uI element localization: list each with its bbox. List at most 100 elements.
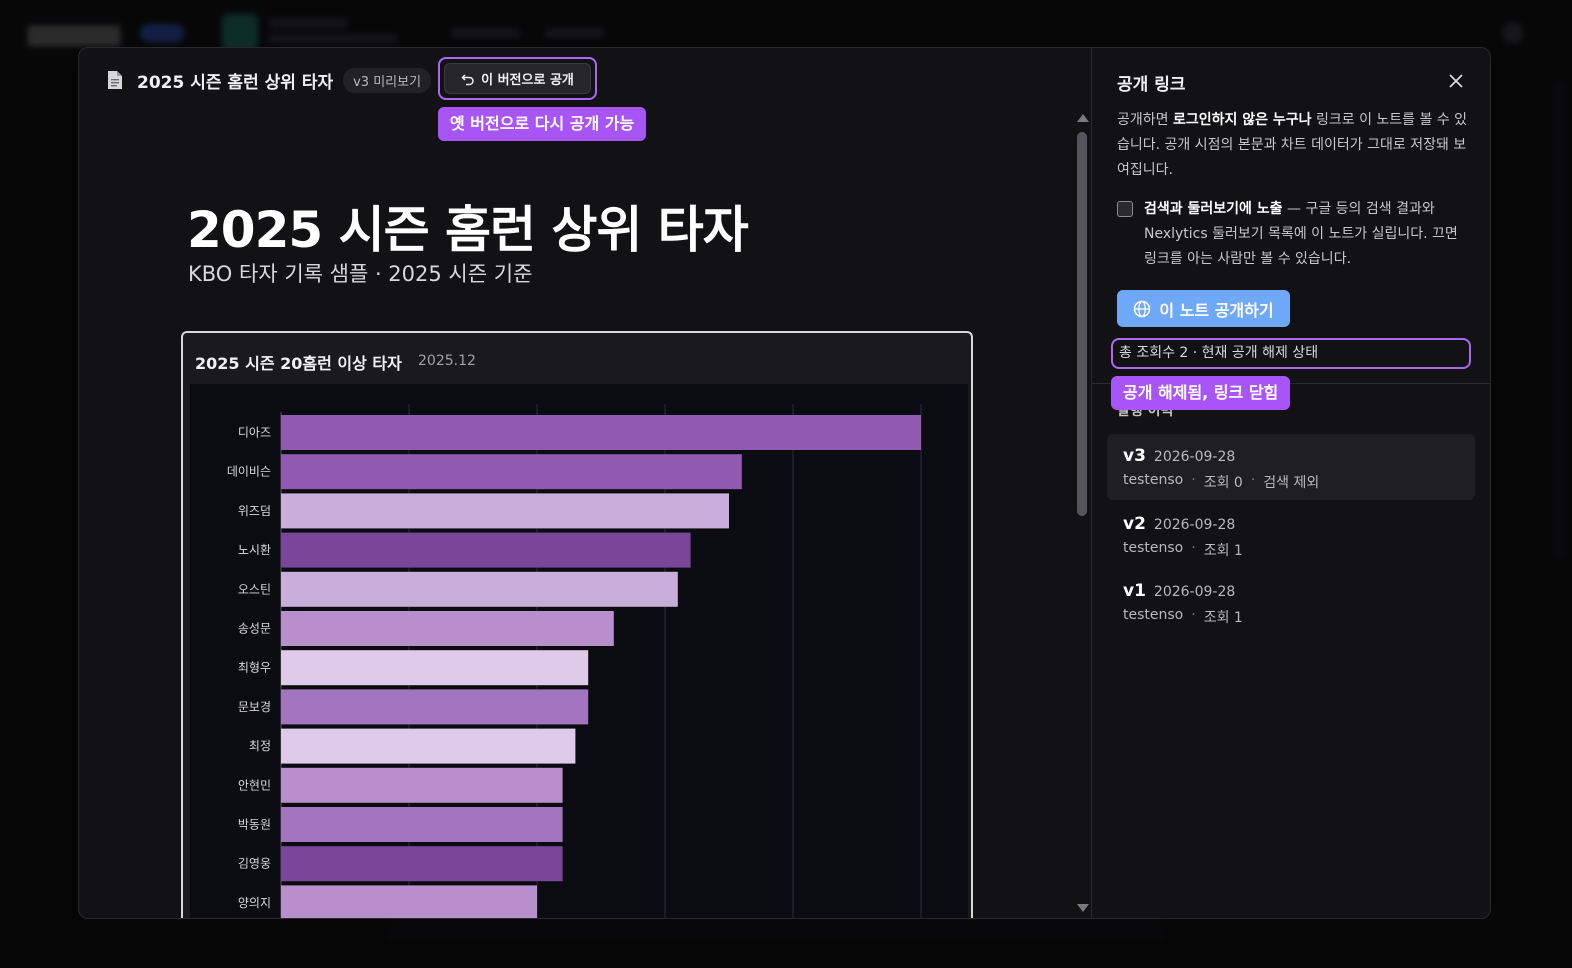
- bar-9[interactable]: [281, 728, 576, 764]
- bar-12[interactable]: [281, 846, 563, 882]
- document-icon: [108, 71, 122, 89]
- category-label: 오스틴: [238, 582, 271, 596]
- publish-note-label: 이 노트 공개하기: [1159, 300, 1274, 320]
- chart-title: 2025 시즌 20홈런 이상 타자: [195, 354, 402, 373]
- republish-version-label: 이 버전으로 공개: [481, 73, 574, 88]
- category-label: 디아즈: [238, 426, 271, 440]
- panel-description: 공개하면 로그인하지 않은 누구나 링크로 이 노트를 볼 수 있습니다. 공개…: [1117, 108, 1469, 183]
- version-preview-chip: v3 미리보기: [343, 67, 432, 93]
- version-item-v2[interactable]: v2 2026-09-28 testenso · 조회 1: [1107, 502, 1475, 568]
- category-label: 데이비슨: [227, 465, 271, 479]
- version-date: 2026-09-28: [1153, 449, 1236, 465]
- background-text-line: [268, 34, 398, 44]
- search-exposure-checkbox[interactable]: [1117, 201, 1133, 217]
- version-item-v1[interactable]: v1 2026-09-28 testenso · 조회 1: [1107, 569, 1475, 635]
- version-views: 조회 0: [1203, 475, 1243, 491]
- background-logo: ▇▇▇▇▇▇: [28, 22, 121, 46]
- category-label: 최형우: [238, 661, 271, 675]
- bar-1[interactable]: [281, 415, 921, 450]
- bar-10[interactable]: [281, 767, 563, 803]
- category-label: 문보경: [238, 700, 271, 714]
- bar-6[interactable]: [281, 611, 614, 646]
- category-label: 안현민: [238, 778, 271, 792]
- version-name: v2: [1123, 514, 1146, 534]
- panel-divider: [1092, 383, 1490, 384]
- search-exposure-description: — 구글 등의 검색 결과와 Nexlytics 둘러보기 목록에 이 노트가 …: [1144, 201, 1458, 267]
- version-meta: testenso · 조회 1: [1123, 607, 1475, 627]
- background-badge: [140, 24, 184, 42]
- bar-11[interactable]: [281, 807, 563, 842]
- version-item-v3[interactable]: v3 2026-09-28 testenso · 조회 0 · 검색 제외: [1107, 434, 1475, 500]
- globe-icon: [1134, 300, 1151, 317]
- description-suffix: 링크로 이 노트를 볼 수 있습니다. 공개 시점의 본문과 차트 데이터가 그…: [1117, 112, 1468, 178]
- version-views: 조회 1: [1203, 610, 1243, 626]
- bar-4[interactable]: [281, 532, 691, 568]
- document-header: 2025 시즌 홈런 상위 타자 v3 미리보기: [107, 67, 441, 93]
- bar-8[interactable]: [281, 689, 589, 725]
- document-preview-pane: 2025 시즌 홈런 상위 타자 v3 미리보기 이 버전으로 공개 옛 버전으…: [79, 48, 1091, 919]
- version-date: 2026-09-28: [1153, 517, 1236, 533]
- bar-7[interactable]: [281, 650, 589, 686]
- background-workspace-tile: [222, 14, 258, 50]
- separator-dot: ·: [1191, 540, 1196, 556]
- background-scrollbar: [1552, 80, 1566, 560]
- background-footer: [388, 918, 1164, 940]
- category-label: 양의지: [238, 896, 271, 910]
- bar-3[interactable]: [281, 493, 729, 529]
- version-author: testenso: [1123, 472, 1184, 488]
- description-emphasis: 로그인하지 않은 누구나: [1172, 112, 1312, 128]
- background-text-line: [268, 18, 348, 28]
- chart-date: 2025.12: [418, 353, 476, 369]
- version-name: v3: [1123, 446, 1146, 466]
- republish-highlight: 이 버전으로 공개: [438, 57, 597, 100]
- preview-scrollbar-thumb[interactable]: [1077, 132, 1087, 516]
- republish-callout: 옛 버전으로 다시 공개 가능: [438, 107, 647, 141]
- publish-note-button[interactable]: 이 노트 공개하기: [1117, 290, 1290, 327]
- version-extra: 검색 제외: [1263, 475, 1320, 491]
- public-link-panel: 공개 링크 공개하면 로그인하지 않은 누구나 링크로 이 노트를 볼 수 있습…: [1091, 48, 1490, 918]
- version-header: v2 2026-09-28: [1123, 514, 1475, 534]
- scroll-down-arrow-icon[interactable]: [1077, 904, 1089, 912]
- page-subtitle: KBO 타자 기록 샘플 · 2025 시즌 기준: [188, 262, 533, 286]
- document-title: 2025 시즌 홈런 상위 타자: [137, 72, 334, 93]
- background-avatar: [1502, 22, 1524, 44]
- version-date: 2026-09-28: [1153, 584, 1236, 600]
- category-label: 김영웅: [238, 857, 271, 871]
- category-label: 송성문: [238, 622, 271, 636]
- panel-title: 공개 링크: [1117, 75, 1186, 95]
- version-name: v1: [1123, 581, 1146, 601]
- separator-dot: ·: [1191, 472, 1196, 488]
- category-label: 노시환: [238, 543, 271, 557]
- category-label: 박동원: [238, 818, 271, 832]
- version-author: testenso: [1123, 540, 1184, 556]
- version-preview-modal: 2025 시즌 홈런 상위 타자 v3 미리보기 이 버전으로 공개 옛 버전으…: [78, 47, 1491, 919]
- background-text-line: [545, 28, 605, 38]
- version-author: testenso: [1123, 607, 1184, 623]
- bar-2[interactable]: [281, 454, 742, 490]
- close-icon[interactable]: [1447, 72, 1465, 90]
- background-text-line: [450, 28, 520, 38]
- version-meta: testenso · 조회 0 · 검색 제외: [1123, 472, 1475, 492]
- scroll-up-arrow-icon[interactable]: [1077, 114, 1089, 122]
- search-exposure-label: 검색과 둘러보기에 노출 — 구글 등의 검색 결과와 Nexlytics 둘러…: [1144, 197, 1469, 272]
- version-views: 조회 1: [1203, 543, 1243, 559]
- search-exposure-title: 검색과 둘러보기에 노출: [1144, 201, 1283, 217]
- republish-version-button[interactable]: 이 버전으로 공개: [444, 63, 591, 94]
- unpublished-callout: 공개 해제됨, 링크 닫힘: [1111, 376, 1291, 410]
- bar-13[interactable]: [281, 885, 537, 919]
- publish-status: 총 조회수 2 · 현재 공개 해제 상태: [1111, 338, 1471, 369]
- page-title: 2025 시즌 홈런 상위 타자: [187, 201, 749, 259]
- version-header: v1 2026-09-28: [1123, 581, 1475, 601]
- description-prefix: 공개하면: [1117, 112, 1173, 128]
- version-header: v3 2026-09-28: [1123, 446, 1475, 466]
- category-label: 최정: [249, 739, 271, 753]
- separator-dot: ·: [1250, 472, 1256, 488]
- undo-arrow-icon: [461, 73, 474, 85]
- version-meta: testenso · 조회 1: [1123, 540, 1475, 560]
- bar-5[interactable]: [281, 571, 678, 607]
- separator-dot: ·: [1191, 607, 1196, 623]
- category-label: 위즈덤: [238, 504, 271, 518]
